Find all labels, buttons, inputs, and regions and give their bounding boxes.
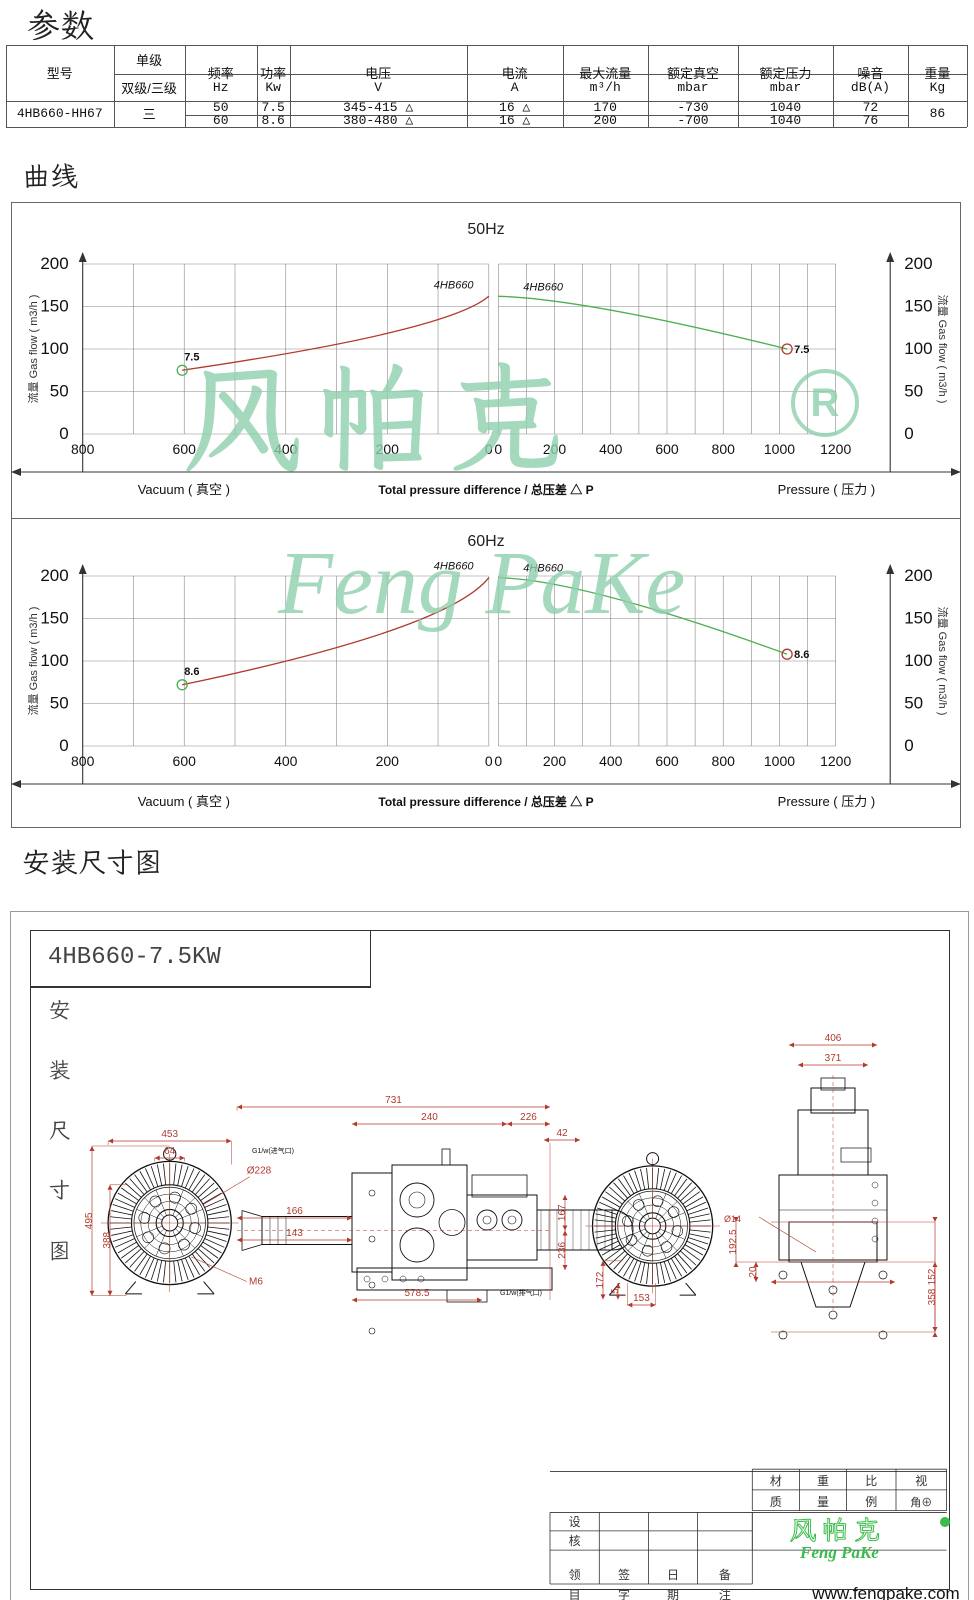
svg-text:材: 材 xyxy=(770,1474,782,1488)
svg-text:字: 字 xyxy=(618,1587,630,1600)
svg-text:量: 量 xyxy=(817,1495,829,1509)
svg-text:角⊕: 角⊕ xyxy=(910,1496,932,1509)
svg-text:视: 视 xyxy=(915,1473,927,1488)
svg-text:358: 358 xyxy=(927,1288,938,1305)
svg-text:172: 172 xyxy=(595,1271,606,1288)
svg-text:比: 比 xyxy=(865,1474,877,1488)
svg-text:20: 20 xyxy=(748,1266,759,1278)
svg-text:M6: M6 xyxy=(249,1277,263,1288)
svg-text:日: 日 xyxy=(667,1568,679,1582)
svg-text:G1/w(排气口): G1/w(排气口) xyxy=(500,1288,542,1297)
svg-text:Ø14: Ø14 xyxy=(724,1214,741,1224)
svg-text:领: 领 xyxy=(569,1568,581,1582)
svg-text:www.fengpake.com: www.fengpake.com xyxy=(811,1584,959,1600)
svg-text:注: 注 xyxy=(719,1587,731,1600)
svg-text:167: 167 xyxy=(557,1204,568,1221)
svg-text:371: 371 xyxy=(825,1053,842,1064)
svg-text:设: 设 xyxy=(569,1515,581,1529)
svg-text:153: 153 xyxy=(633,1293,650,1304)
svg-text:备: 备 xyxy=(719,1568,731,1582)
svg-text:152: 152 xyxy=(927,1268,938,1285)
svg-text:406: 406 xyxy=(825,1033,842,1044)
svg-text:G1/w(进气口): G1/w(进气口) xyxy=(252,1146,294,1155)
svg-text:453: 453 xyxy=(161,1129,178,1140)
svg-text:42: 42 xyxy=(556,1128,568,1139)
svg-text:578.5: 578.5 xyxy=(404,1288,429,1299)
svg-text:重: 重 xyxy=(817,1474,829,1488)
svg-text:Ø228: Ø228 xyxy=(247,1166,272,1177)
svg-text:期: 期 xyxy=(667,1588,679,1600)
svg-text:质: 质 xyxy=(770,1495,782,1509)
svg-text:495: 495 xyxy=(84,1212,95,1229)
svg-text:例: 例 xyxy=(865,1495,877,1509)
svg-text:143: 143 xyxy=(286,1228,303,1239)
svg-text:388: 388 xyxy=(102,1231,113,1248)
svg-text:240: 240 xyxy=(421,1112,438,1123)
svg-text:64: 64 xyxy=(164,1146,176,1157)
svg-text:5: 5 xyxy=(610,1288,621,1294)
svg-text:226: 226 xyxy=(520,1112,537,1123)
svg-text:目: 目 xyxy=(569,1588,581,1600)
svg-text:731: 731 xyxy=(385,1095,402,1106)
svg-text:166: 166 xyxy=(286,1206,303,1217)
svg-text:核: 核 xyxy=(569,1534,581,1548)
svg-text:192.5: 192.5 xyxy=(728,1229,739,1254)
svg-text:签: 签 xyxy=(618,1567,630,1582)
svg-text:236: 236 xyxy=(557,1241,568,1258)
